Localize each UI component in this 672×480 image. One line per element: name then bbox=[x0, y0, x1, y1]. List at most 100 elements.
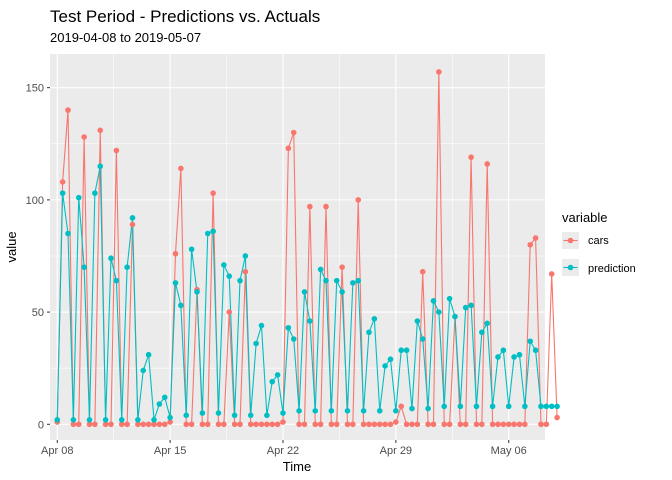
data-point-cars bbox=[479, 421, 485, 428]
data-point-cars bbox=[323, 203, 329, 210]
data-point-prediction bbox=[398, 347, 405, 354]
data-point-cars bbox=[495, 421, 501, 428]
legend-title: variable bbox=[562, 210, 608, 225]
data-point-cars bbox=[129, 221, 136, 228]
x-axis-title: Time bbox=[283, 459, 311, 474]
data-point-cars bbox=[538, 421, 544, 428]
data-point-cars bbox=[301, 421, 308, 428]
data-point-prediction bbox=[151, 417, 157, 423]
data-point-prediction bbox=[430, 298, 437, 304]
data-point-prediction bbox=[140, 367, 147, 374]
data-point-prediction bbox=[419, 336, 426, 342]
data-point-prediction bbox=[473, 403, 480, 410]
data-point-prediction bbox=[339, 289, 345, 295]
data-point-prediction bbox=[403, 347, 410, 354]
data-point-cars bbox=[113, 147, 120, 154]
data-point-prediction bbox=[425, 405, 431, 412]
data-point-cars bbox=[446, 421, 453, 428]
data-point-cars bbox=[554, 414, 560, 421]
data-point-cars bbox=[344, 421, 351, 428]
data-point-prediction bbox=[371, 316, 378, 322]
data-point-cars bbox=[108, 421, 114, 428]
data-point-prediction bbox=[317, 266, 324, 273]
data-point-cars bbox=[156, 421, 163, 428]
data-point-cars bbox=[355, 197, 362, 203]
data-point-prediction bbox=[462, 304, 469, 311]
data-point-prediction bbox=[301, 289, 308, 295]
data-point-cars bbox=[382, 421, 388, 428]
data-point-prediction bbox=[307, 318, 313, 324]
data-point-prediction bbox=[484, 320, 491, 327]
data-point-cars bbox=[199, 421, 206, 428]
data-point-prediction bbox=[92, 190, 98, 196]
data-point-cars bbox=[516, 421, 523, 428]
data-point-prediction bbox=[65, 230, 71, 237]
grid bbox=[50, 54, 545, 440]
data-point-cars bbox=[366, 421, 372, 428]
data-point-cars bbox=[505, 421, 512, 428]
data-point-cars bbox=[215, 421, 222, 428]
data-point-prediction bbox=[221, 262, 227, 268]
data-point-prediction bbox=[500, 347, 507, 354]
data-point-prediction bbox=[554, 403, 560, 410]
data-point-cars bbox=[81, 134, 87, 140]
legend-point-cars bbox=[567, 237, 574, 244]
data-point-prediction bbox=[183, 412, 190, 419]
data-point-prediction bbox=[312, 408, 319, 414]
data-point-cars bbox=[511, 421, 517, 428]
data-point-prediction bbox=[269, 378, 276, 385]
data-point-prediction bbox=[376, 408, 383, 414]
data-point-prediction bbox=[350, 280, 356, 286]
data-point-prediction bbox=[280, 410, 286, 416]
data-point-prediction bbox=[156, 401, 163, 407]
data-point-cars bbox=[548, 271, 555, 277]
data-point-cars bbox=[210, 190, 216, 196]
data-point-cars bbox=[97, 127, 104, 134]
data-point-prediction bbox=[118, 417, 125, 423]
data-point-cars bbox=[296, 421, 302, 428]
data-point-prediction bbox=[495, 354, 501, 360]
data-point-prediction bbox=[436, 309, 442, 315]
data-point-prediction bbox=[247, 412, 254, 419]
data-point-prediction bbox=[102, 417, 109, 423]
y-tick-label: 50 bbox=[32, 307, 44, 319]
data-point-prediction bbox=[97, 163, 104, 170]
data-point-cars bbox=[188, 421, 195, 428]
data-point-cars bbox=[532, 235, 539, 241]
data-point-prediction bbox=[538, 403, 544, 410]
data-point-prediction bbox=[145, 351, 152, 358]
data-point-prediction bbox=[505, 403, 512, 410]
legend-point-prediction bbox=[567, 264, 574, 271]
data-point-prediction bbox=[344, 408, 351, 414]
data-point-prediction bbox=[215, 410, 222, 416]
data-point-cars bbox=[371, 421, 378, 428]
data-point-cars bbox=[183, 421, 190, 428]
data-point-cars bbox=[543, 421, 550, 428]
y-axis-title: value bbox=[4, 231, 19, 262]
data-point-prediction bbox=[296, 408, 302, 414]
data-point-prediction bbox=[333, 277, 340, 284]
data-point-prediction bbox=[274, 372, 281, 378]
data-point-prediction bbox=[124, 264, 130, 271]
x-tick-label: Apr 08 bbox=[41, 445, 73, 457]
data-point-cars bbox=[86, 421, 93, 428]
data-point-prediction bbox=[253, 340, 259, 347]
data-point-prediction bbox=[108, 255, 114, 262]
data-point-cars bbox=[226, 309, 233, 315]
data-point-prediction bbox=[226, 273, 233, 279]
data-point-cars bbox=[161, 421, 168, 428]
data-point-cars bbox=[527, 241, 534, 248]
data-point-cars bbox=[350, 421, 356, 428]
legend: variable cars prediction bbox=[562, 210, 636, 276]
data-point-cars bbox=[70, 421, 77, 428]
data-point-prediction bbox=[511, 354, 517, 360]
data-point-cars bbox=[221, 421, 227, 428]
y-tick-label: 0 bbox=[38, 419, 44, 431]
data-point-prediction bbox=[237, 277, 243, 284]
chart-subtitle: 2019-04-08 to 2019-05-07 bbox=[50, 30, 201, 45]
legend-label-prediction: prediction bbox=[588, 263, 636, 275]
data-point-cars bbox=[231, 421, 238, 428]
data-point-cars bbox=[274, 421, 281, 428]
data-point-prediction bbox=[59, 190, 66, 196]
